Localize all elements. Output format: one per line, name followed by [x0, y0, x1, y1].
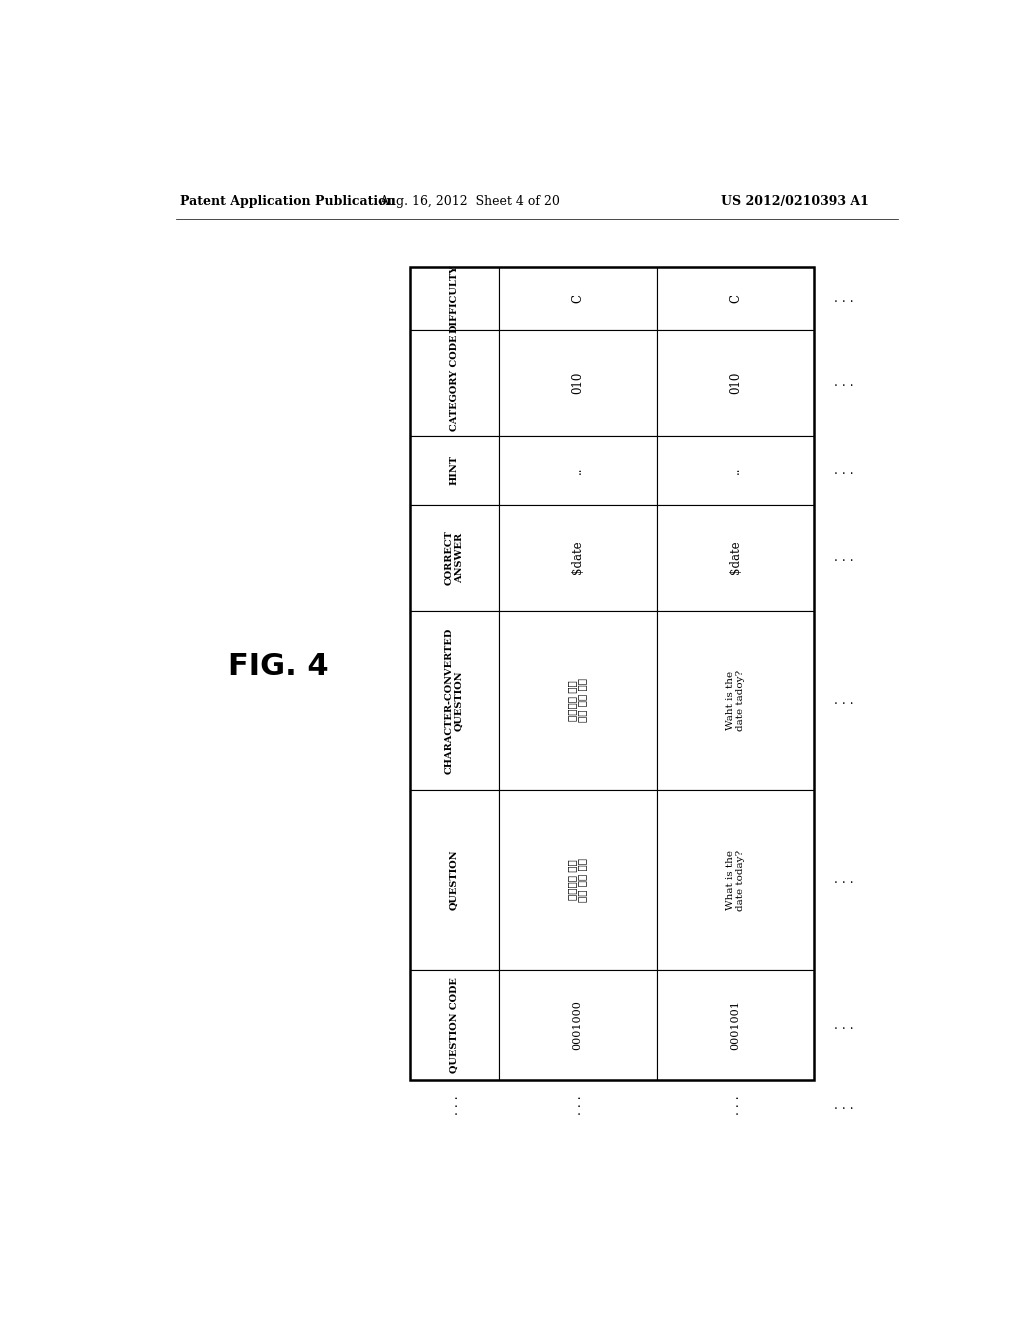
- Bar: [656, 791, 814, 970]
- Text: DIFFICULTY: DIFFICULTY: [450, 264, 459, 333]
- Text: . . .: . . .: [571, 1096, 585, 1115]
- Bar: [656, 970, 814, 1080]
- Text: . . .: . . .: [835, 292, 854, 305]
- Text: 0001001: 0001001: [730, 1001, 740, 1049]
- Text: What is the
date today?: What is the date today?: [726, 850, 745, 911]
- Text: . . .: . . .: [835, 1019, 854, 1031]
- Text: FIG. 4: FIG. 4: [228, 652, 329, 681]
- Text: $date: $date: [571, 541, 585, 574]
- Bar: [410, 970, 499, 1080]
- Text: . . .: . . .: [835, 463, 854, 477]
- Text: . . .: . . .: [835, 1100, 854, 1113]
- Bar: [499, 330, 656, 436]
- Text: 010: 010: [729, 371, 742, 393]
- Bar: [499, 436, 656, 504]
- Bar: [656, 330, 814, 436]
- Text: QUESTION: QUESTION: [450, 850, 459, 911]
- Bar: [656, 436, 814, 504]
- Text: . . .: . . .: [447, 1096, 461, 1115]
- Text: Patent Application Publication: Patent Application Publication: [179, 194, 395, 207]
- Text: CHARACTER-CONVERTED
QUESTION: CHARACTER-CONVERTED QUESTION: [444, 627, 464, 774]
- Bar: [410, 436, 499, 504]
- Text: きょうは なん
にち です か？: きょうは なん にち です か？: [568, 858, 588, 902]
- Text: 010: 010: [571, 371, 585, 393]
- Text: きうどは なに
んち です か？: きうどは なに んち です か？: [568, 678, 588, 722]
- Text: 0001000: 0001000: [572, 1001, 583, 1049]
- Text: CATEGORY CODE: CATEGORY CODE: [450, 334, 459, 430]
- Bar: [499, 504, 656, 611]
- Text: . . .: . . .: [835, 694, 854, 708]
- Text: . . .: . . .: [729, 1096, 742, 1115]
- Bar: [656, 267, 814, 330]
- Bar: [410, 267, 814, 1080]
- Bar: [410, 611, 499, 791]
- Text: $date: $date: [729, 541, 742, 574]
- Text: QUESTION CODE: QUESTION CODE: [450, 977, 459, 1073]
- Text: ..: ..: [729, 466, 742, 474]
- Bar: [410, 791, 499, 970]
- Text: ..: ..: [571, 466, 585, 474]
- Bar: [410, 504, 499, 611]
- Bar: [499, 611, 656, 791]
- Bar: [499, 970, 656, 1080]
- Bar: [499, 267, 656, 330]
- Bar: [410, 330, 499, 436]
- Text: CORRECT
ANSWER: CORRECT ANSWER: [444, 531, 464, 585]
- Text: C: C: [729, 294, 742, 304]
- Text: . . .: . . .: [835, 552, 854, 564]
- Bar: [499, 791, 656, 970]
- Text: US 2012/0210393 A1: US 2012/0210393 A1: [721, 194, 868, 207]
- Text: Aug. 16, 2012  Sheet 4 of 20: Aug. 16, 2012 Sheet 4 of 20: [379, 194, 560, 207]
- Text: Waht is the
date tadoy?: Waht is the date tadoy?: [726, 669, 745, 731]
- Text: . . .: . . .: [835, 376, 854, 389]
- Bar: [410, 267, 499, 330]
- Text: . . .: . . .: [835, 874, 854, 887]
- Bar: [656, 611, 814, 791]
- Bar: [656, 504, 814, 611]
- Text: HINT: HINT: [450, 455, 459, 486]
- Text: C: C: [571, 294, 585, 304]
